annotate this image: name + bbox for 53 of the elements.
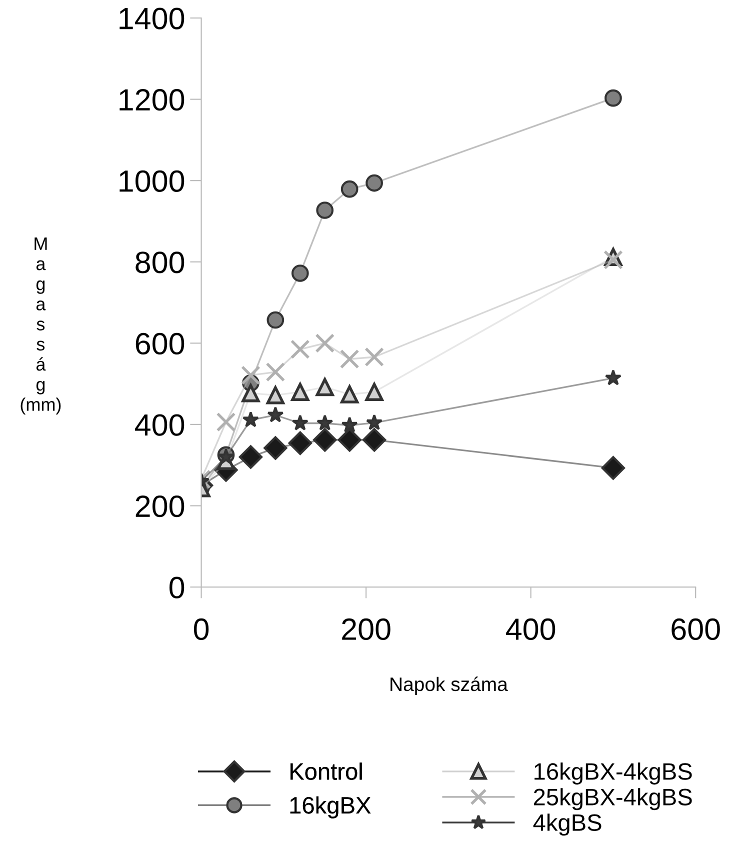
y-tick-label: 400 [135, 414, 184, 436]
y-tick-label: 200 [136, 495, 184, 518]
x-tick-label: 400 [506, 618, 556, 640]
point [266, 362, 286, 382]
point [338, 428, 362, 452]
point [290, 340, 310, 359]
x-tick-label: 600 [672, 618, 720, 640]
point [604, 369, 622, 386]
point [603, 250, 623, 270]
y-tick-label: 1000 [120, 170, 184, 192]
point [340, 180, 358, 198]
point [288, 431, 312, 456]
y-tick-label: 0 [170, 576, 184, 598]
point [240, 366, 260, 385]
point [316, 202, 334, 219]
point [242, 384, 260, 402]
text: Magasság (mm) [20, 238, 61, 414]
y-tick-label: 1200 [120, 89, 184, 111]
point [266, 386, 284, 404]
point [315, 333, 335, 353]
point [242, 411, 260, 428]
point [366, 174, 383, 192]
point [267, 406, 284, 422]
point [313, 428, 337, 452]
point [362, 428, 386, 452]
point [340, 385, 359, 404]
point [291, 382, 310, 401]
legend-label: 16kgBX-4kgBS [534, 762, 692, 785]
y-tick-label: 800 [136, 252, 184, 274]
point [604, 89, 622, 107]
point [364, 347, 384, 367]
legend-label: Kontrol [290, 762, 362, 780]
legend-label: 25kgBX-4kgBS [534, 788, 692, 810]
legend-label: 16kgBX [290, 796, 371, 818]
point [264, 436, 288, 460]
legend-label: 4kgBS [533, 814, 602, 836]
point [316, 378, 334, 396]
y-tick-label: 1400 [120, 8, 184, 30]
point [292, 414, 308, 430]
point [216, 412, 236, 432]
point [601, 456, 626, 480]
x-tick-label: 200 [342, 618, 390, 640]
point [366, 414, 383, 430]
y-tick-label: 600 [136, 332, 184, 355]
point [238, 445, 263, 469]
point [340, 349, 360, 369]
x-tick-label: 0 [194, 618, 209, 640]
point [266, 311, 284, 329]
point [291, 264, 309, 282]
point [365, 382, 384, 401]
x-axis-title: Napok száma [390, 676, 508, 695]
point [316, 414, 334, 430]
point [341, 416, 358, 432]
